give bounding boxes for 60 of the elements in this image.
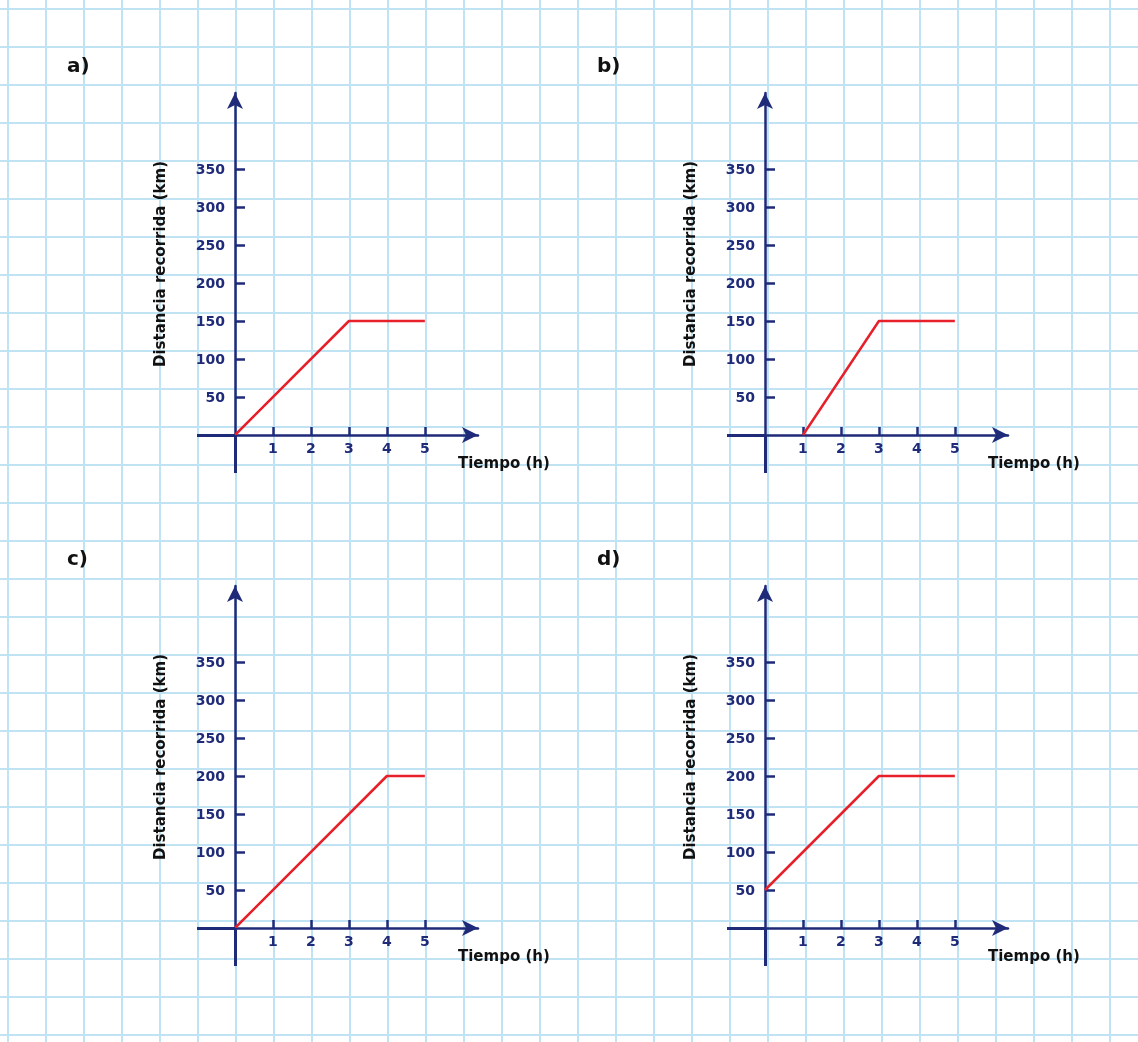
y-tick-label: 150 — [725, 806, 756, 822]
y-axis-title: Distancia recorrida (km) — [150, 654, 169, 860]
chart-title: c) — [67, 546, 88, 570]
y-tick-label: 350 — [195, 161, 226, 177]
y-tick-label: 150 — [195, 806, 226, 822]
x-tick-label: 2 — [306, 933, 316, 949]
y-tick-label: 100 — [195, 844, 226, 860]
y-tick-label: 300 — [195, 692, 226, 708]
x-tick-label: 4 — [912, 440, 922, 456]
y-tick-label: 300 — [725, 692, 756, 708]
x-tick-label: 1 — [268, 933, 278, 949]
x-tick-label: 3 — [344, 933, 354, 949]
y-tick-label: 50 — [205, 389, 226, 405]
y-tick-label: 150 — [195, 313, 226, 329]
x-tick-label: 1 — [268, 440, 278, 456]
x-axis-title: Tiempo (h) — [458, 453, 550, 472]
x-tick-label: 1 — [798, 440, 808, 456]
y-tick-label: 100 — [725, 351, 756, 367]
y-tick-label: 50 — [205, 882, 226, 898]
chart-title: b) — [597, 53, 621, 77]
y-tick-label: 250 — [725, 730, 756, 746]
y-tick-label: 50 — [735, 389, 756, 405]
y-tick-label: 350 — [725, 161, 756, 177]
y-axis-title: Distancia recorrida (km) — [680, 654, 699, 860]
chart-title: a) — [67, 53, 90, 77]
x-tick-label: 2 — [836, 440, 846, 456]
y-tick-label: 200 — [725, 768, 756, 784]
y-tick-label: 250 — [195, 730, 226, 746]
x-tick-label: 2 — [306, 440, 316, 456]
y-tick-label: 250 — [725, 237, 756, 253]
y-tick-label: 100 — [195, 351, 226, 367]
y-tick-label: 300 — [195, 199, 226, 215]
x-tick-label: 3 — [344, 440, 354, 456]
x-tick-label: 5 — [419, 933, 430, 949]
x-tick-label: 3 — [874, 440, 884, 456]
y-tick-label: 300 — [725, 199, 756, 215]
y-tick-label: 200 — [195, 275, 226, 291]
y-tick-label: 250 — [195, 237, 226, 253]
y-tick-label: 350 — [195, 654, 226, 670]
y-tick-label: 350 — [725, 654, 756, 670]
y-tick-label: 50 — [735, 882, 756, 898]
x-tick-label: 4 — [382, 933, 392, 949]
y-tick-label: 150 — [725, 313, 756, 329]
x-tick-label: 4 — [382, 440, 392, 456]
x-tick-label: 5 — [949, 933, 960, 949]
x-tick-label: 1 — [798, 933, 808, 949]
x-tick-label: 2 — [836, 933, 846, 949]
y-tick-label: 200 — [195, 768, 226, 784]
y-tick-label: 200 — [725, 275, 756, 291]
y-tick-label: 100 — [725, 844, 756, 860]
x-tick-label: 3 — [874, 933, 884, 949]
x-axis-title: Tiempo (h) — [988, 453, 1080, 472]
x-tick-label: 5 — [419, 440, 430, 456]
chart-title: d) — [597, 546, 621, 570]
x-axis-title: Tiempo (h) — [458, 946, 550, 965]
x-axis-title: Tiempo (h) — [988, 946, 1080, 965]
x-tick-label: 4 — [912, 933, 922, 949]
y-axis-title: Distancia recorrida (km) — [680, 161, 699, 367]
x-tick-label: 5 — [949, 440, 960, 456]
y-axis-title: Distancia recorrida (km) — [150, 161, 169, 367]
